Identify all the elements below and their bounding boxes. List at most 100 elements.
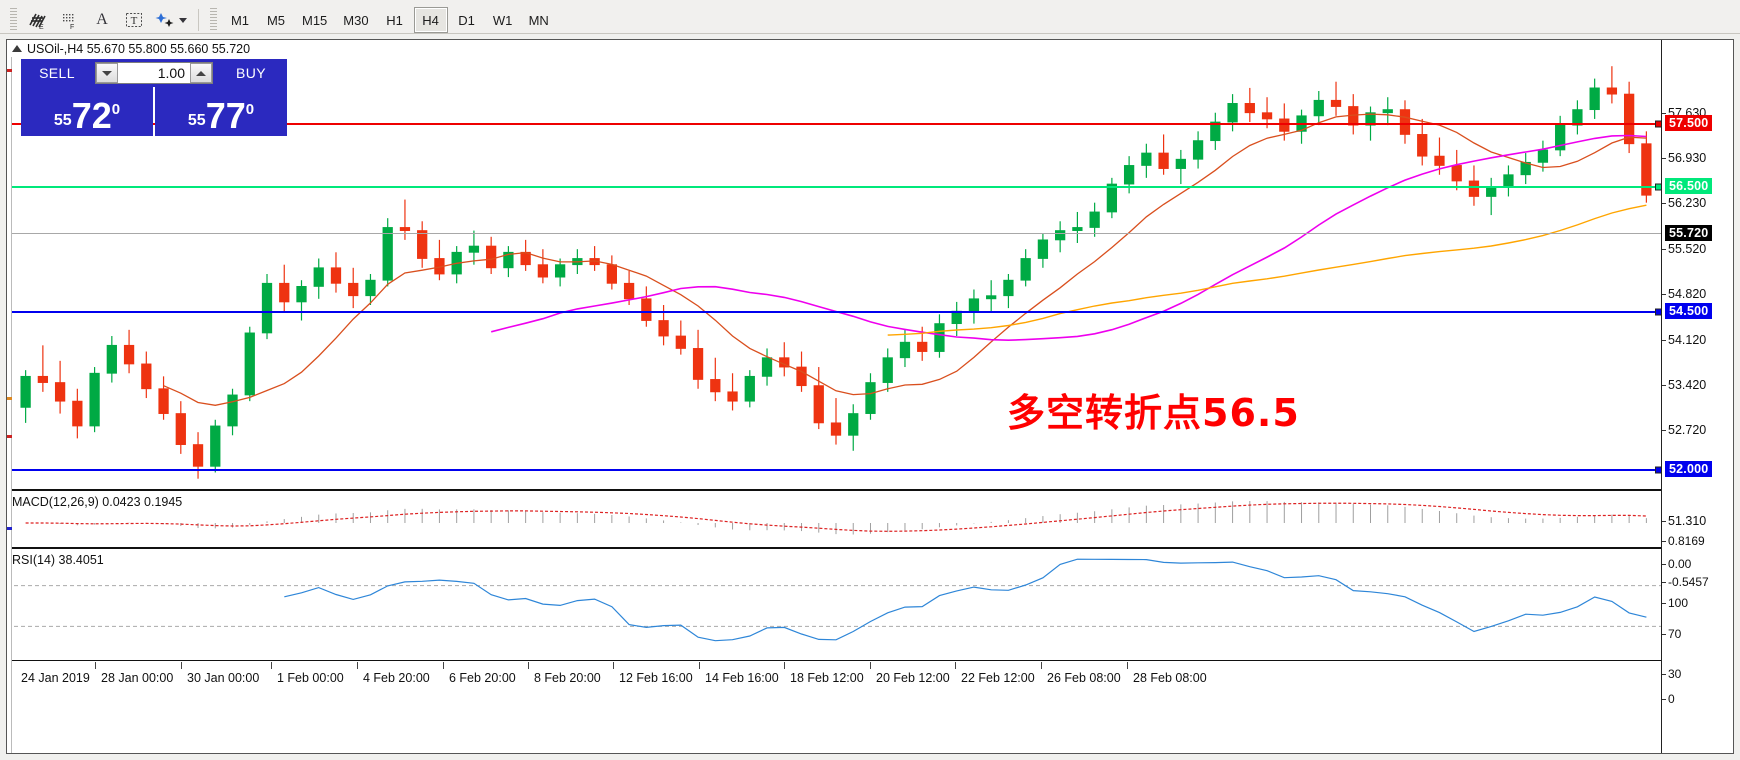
rsi-scale-label: 30 — [1668, 667, 1682, 681]
chart-window: USOil-,H4 55.670 55.800 55.660 55.720 多空… — [6, 39, 1734, 754]
price-tick-label: 56.230 — [1668, 196, 1707, 210]
timeframe-h4[interactable]: H4 — [413, 7, 448, 33]
buy-price-quote[interactable]: 55 77 0 — [155, 87, 287, 136]
time-axis-label: 4 Feb 20:00 — [363, 671, 430, 685]
price-tick-label: 51.310 — [1668, 514, 1707, 528]
time-axis: 24 Jan 2019 28 Jan 00:00 30 Jan 00:00 1 Feb… — [7, 662, 1661, 753]
rail-mark — [7, 397, 12, 400]
time-separator — [1127, 662, 1128, 669]
trade-panel-top-row: SELL 1.00 BUY — [21, 59, 287, 87]
toolbar-drag-handle[interactable] — [10, 8, 17, 32]
rsi-scale-tick — [1662, 699, 1666, 700]
time-axis-label: 22 Feb 12:00 — [961, 671, 1035, 685]
main-toolbar — [0, 0, 1740, 34]
rsi-scale-tick — [1662, 634, 1666, 635]
price-tag-52000[interactable]: 52.000 — [1665, 461, 1713, 477]
svg-text:E: E — [39, 24, 44, 30]
time-separator — [1041, 662, 1042, 669]
buy-button[interactable]: BUY — [236, 65, 266, 81]
price-pane[interactable]: 多空转折点56.5 — [7, 57, 1661, 491]
time-axis-label: 28 Jan 00:00 — [101, 671, 174, 685]
level-line-56500[interactable] — [7, 183, 1661, 191]
time-axis-label: 14 Feb 16:00 — [705, 671, 779, 685]
chart-plot-area[interactable]: 多空转折点56.5 MACD(12,26,9) 0.0423 0.1945 RS… — [7, 57, 1661, 753]
ma-slow-orange-line — [887, 204, 1647, 336]
price-tag-55720[interactable]: 55.720 — [1665, 225, 1713, 241]
expert-advisors-icon[interactable]: E — [23, 7, 53, 33]
text-label-icon[interactable]: A — [96, 11, 108, 28]
time-axis-label: 8 Feb 20:00 — [534, 671, 601, 685]
macd-scale-label: 0.00 — [1668, 557, 1692, 571]
rsi-scale-tick — [1662, 603, 1666, 604]
buy-price-main: 77 — [205, 95, 246, 136]
time-separator — [528, 662, 529, 669]
volume-stepper[interactable]: 1.00 — [95, 62, 213, 84]
toolbar-row: E F A T — [0, 6, 1740, 34]
price-tag-54500[interactable]: 54.500 — [1665, 303, 1713, 319]
time-separator — [699, 662, 700, 669]
svg-text:T: T — [131, 15, 138, 27]
chevron-down-icon — [102, 70, 112, 76]
macd-scale-tick — [1662, 564, 1666, 565]
time-separator — [95, 662, 96, 669]
price-tick — [1662, 158, 1666, 159]
time-separator — [955, 662, 956, 669]
time-axis-label: 6 Feb 20:00 — [449, 671, 516, 685]
timeframe-mn[interactable]: MN — [528, 12, 549, 28]
time-axis-label: 26 Feb 08:00 — [1047, 671, 1121, 685]
time-axis-label: 20 Feb 12:00 — [876, 671, 950, 685]
one-click-trading-panel[interactable]: SELL 1.00 BUY 55 72 0 — [21, 59, 287, 136]
timeframe-m30[interactable]: M30 — [343, 12, 369, 28]
time-axis-label: 28 Feb 08:00 — [1133, 671, 1207, 685]
candlestick-canvas — [20, 66, 1652, 479]
time-axis-label: 1 Feb 00:00 — [277, 671, 344, 685]
macd-pane[interactable]: MACD(12,26,9) 0.0423 0.1945 — [7, 493, 1661, 549]
timeframe-m1[interactable]: M1 — [230, 12, 250, 28]
time-axis-label: 30 Jan 00:00 — [187, 671, 260, 685]
ma-mid-magenta-line — [491, 134, 1647, 342]
timeframe-w1[interactable]: W1 — [492, 12, 513, 28]
price-tick — [1662, 203, 1666, 204]
collapse-triangle-icon[interactable] — [12, 45, 22, 52]
timeframe-m5[interactable]: M5 — [266, 12, 286, 28]
sell-button[interactable]: SELL — [39, 65, 75, 81]
price-scale[interactable]: 57.630 56.930 56.230 55.520 54.820 54.120 53.4… — [1661, 40, 1733, 753]
rsi-label: RSI(14) 38.4051 — [12, 553, 104, 567]
volume-decrease-button[interactable] — [96, 63, 118, 83]
level-line-52000[interactable] — [7, 466, 1661, 474]
timeframe-d1[interactable]: D1 — [458, 12, 475, 28]
price-tag-56500[interactable]: 56.500 — [1665, 178, 1713, 194]
text-object-icon[interactable]: T — [119, 7, 149, 33]
objects-icon[interactable] — [151, 7, 191, 33]
level-line-57500[interactable] — [7, 120, 1661, 128]
chart-annotation-text[interactable]: 多空转折点56.5 — [1007, 391, 1300, 435]
price-tick-label: 55.520 — [1668, 242, 1707, 256]
price-tick-label: 54.820 — [1668, 287, 1707, 301]
price-tick — [1662, 385, 1666, 386]
sell-price-quote[interactable]: 55 72 0 — [21, 87, 153, 136]
timeframe-h1[interactable]: H1 — [386, 12, 403, 28]
volume-increase-button[interactable] — [190, 63, 212, 83]
time-axis-label: 18 Feb 12:00 — [790, 671, 864, 685]
custom-indicators-icon[interactable]: F — [55, 7, 85, 33]
timeframe-m15[interactable]: M15 — [302, 12, 328, 28]
svg-text:F: F — [70, 24, 74, 30]
chevron-up-icon — [196, 70, 206, 76]
price-tick — [1662, 430, 1666, 431]
chevron-down-icon[interactable] — [179, 17, 187, 23]
price-tag-57500[interactable]: 57.500 — [1665, 115, 1713, 131]
timeframe-drag-handle[interactable] — [210, 8, 217, 32]
volume-input[interactable]: 1.00 — [118, 63, 190, 83]
chart-header: USOil-,H4 55.670 55.800 55.660 55.720 — [7, 40, 1733, 57]
macd-scale-tick — [1662, 541, 1666, 542]
price-tick-label: 53.420 — [1668, 378, 1707, 392]
rsi-pane[interactable]: RSI(14) 38.4051 — [7, 551, 1661, 661]
left-scroll-rail[interactable] — [7, 57, 12, 753]
time-separator — [613, 662, 614, 669]
level-line-54500[interactable] — [7, 308, 1661, 316]
macd-scale-tick — [1662, 582, 1666, 583]
rail-mark — [7, 435, 12, 438]
trade-panel-quotes: 55 72 0 55 77 0 — [21, 87, 287, 136]
sell-price-main: 72 — [71, 95, 112, 136]
